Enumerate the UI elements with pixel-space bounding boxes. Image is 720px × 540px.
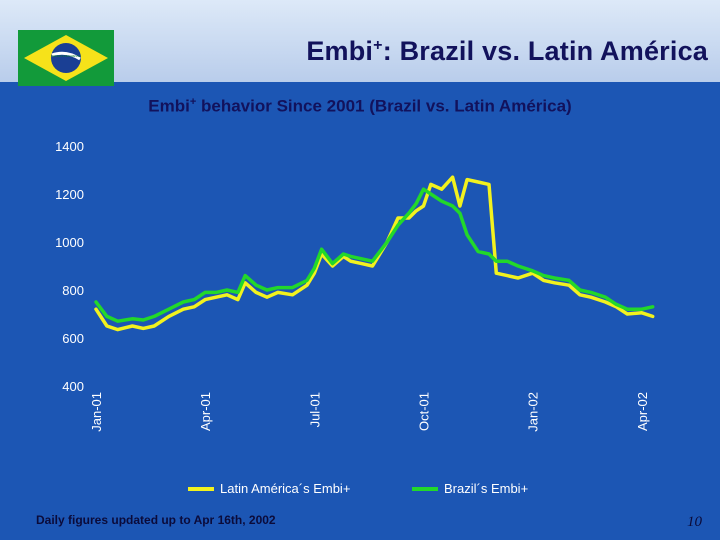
svg-text:ORDEM E PROGRESSO: ORDEM E PROGRESSO — [51, 54, 81, 58]
page-number: 10 — [687, 514, 702, 530]
legend-swatch-latam — [188, 486, 214, 491]
x-tick-label: Apr-01 — [198, 392, 213, 431]
series-line-brazil — [94, 187, 655, 323]
legend-swatch-brazil — [412, 486, 438, 491]
y-tick-label: 1000 — [55, 235, 84, 250]
legend-item-latam: Latin América´s Embi+ — [188, 481, 350, 496]
legend-label-brazil: Brazil´s Embi+ — [444, 481, 529, 496]
x-tick-label: Apr-02 — [635, 392, 650, 431]
y-tick-label: 400 — [62, 379, 84, 394]
x-tick-label: Jan-01 — [89, 392, 104, 432]
x-tick-label: Oct-01 — [416, 392, 431, 431]
series-line-latam — [94, 175, 655, 332]
y-tick-label: 1200 — [55, 187, 84, 202]
chart-title: Embi+ behavior Since 2001 (Brazil vs. La… — [148, 96, 572, 116]
legend-item-brazil: Brazil´s Embi+ — [412, 481, 528, 496]
x-tick-label: Jul-01 — [307, 392, 322, 427]
y-tick-label: 600 — [62, 331, 84, 346]
brazil-flag-icon: ORDEM E PROGRESSO — [18, 30, 114, 86]
header-band — [0, 0, 720, 82]
y-tick-label: 800 — [62, 283, 84, 298]
legend-label-latam: Latin América´s Embi+ — [220, 481, 351, 496]
page-title: Embi+: Brazil vs. Latin América — [306, 36, 708, 66]
footnote: Daily figures updated up to Apr 16th, 20… — [36, 513, 276, 527]
y-tick-label: 1400 — [55, 139, 84, 154]
x-tick-label: Jan-02 — [526, 392, 541, 432]
